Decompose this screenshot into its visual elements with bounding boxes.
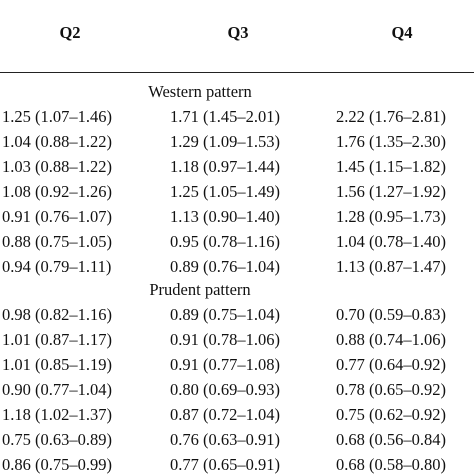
table-cell: 1.29 (1.09–1.53): [170, 131, 280, 151]
table-cell: 0.89 (0.76–1.04): [170, 256, 280, 276]
table-cell: 1.28 (0.95–1.73): [336, 206, 446, 226]
table-cell: 1.25 (1.07–1.46): [2, 106, 112, 126]
table-cell: 1.08 (0.92–1.26): [2, 181, 112, 201]
column-header: Q4: [391, 23, 413, 42]
table-cell: 1.04 (0.88–1.22): [2, 131, 112, 151]
table-cell: 0.91 (0.78–1.06): [170, 329, 280, 349]
table-cell: 0.91 (0.76–1.07): [2, 206, 112, 226]
table-cell: 0.77 (0.64–0.92): [336, 354, 446, 374]
table-cell: 2.22 (1.76–2.81): [336, 106, 446, 126]
table-cell: 0.90 (0.77–1.04): [2, 379, 112, 399]
table-cell: 0.77 (0.65–0.91): [170, 454, 280, 474]
table-cell: 1.01 (0.85–1.19): [2, 354, 112, 374]
table-cell: 1.45 (1.15–1.82): [336, 156, 446, 176]
table-cell: 0.76 (0.63–0.91): [170, 429, 280, 449]
table-cell: 1.01 (0.87–1.17): [2, 329, 112, 349]
table-cell: 0.68 (0.58–0.80): [336, 454, 446, 474]
table-cell: 0.89 (0.75–1.04): [170, 304, 280, 324]
table-cell: 0.95 (0.78–1.16): [170, 231, 280, 251]
table-cell: 0.94 (0.79–1.11): [2, 256, 112, 276]
table-cell: 0.91 (0.77–1.08): [170, 354, 280, 374]
table-cell: 1.25 (1.05–1.49): [170, 181, 280, 201]
table-cell: 1.13 (0.87–1.47): [336, 256, 446, 276]
column-header: Q3: [227, 23, 249, 42]
table-cell: 0.70 (0.59–0.83): [336, 304, 446, 324]
table-cell: 1.18 (0.97–1.44): [170, 156, 280, 176]
column-header: Q2: [59, 23, 81, 42]
section-title: Prudent pattern: [149, 280, 251, 299]
table-cell: 1.56 (1.27–1.92): [336, 181, 446, 201]
table-cell: 1.04 (0.78–1.40): [336, 231, 446, 251]
table-cell: 1.18 (1.02–1.37): [2, 404, 112, 424]
section-title: Western pattern: [148, 82, 252, 101]
table-cell: 0.98 (0.82–1.16): [2, 304, 112, 324]
table-cell: 1.03 (0.88–1.22): [2, 156, 112, 176]
table-cell: 0.75 (0.62–0.92): [336, 404, 446, 424]
header-rule: [0, 72, 474, 73]
table-cell: 1.76 (1.35–2.30): [336, 131, 446, 151]
table-cell: 0.86 (0.75–0.99): [2, 454, 112, 474]
table-cell: 1.71 (1.45–2.01): [170, 106, 280, 126]
table-cell: 0.87 (0.72–1.04): [170, 404, 280, 424]
table-cell: 0.88 (0.75–1.05): [2, 231, 112, 251]
table-cell: 0.78 (0.65–0.92): [336, 379, 446, 399]
table-cell: 0.88 (0.74–1.06): [336, 329, 446, 349]
table-cell: 1.13 (0.90–1.40): [170, 206, 280, 226]
table-cell: 0.68 (0.56–0.84): [336, 429, 446, 449]
table-cell: 0.80 (0.69–0.93): [170, 379, 280, 399]
table-cell: 0.75 (0.63–0.89): [2, 429, 112, 449]
